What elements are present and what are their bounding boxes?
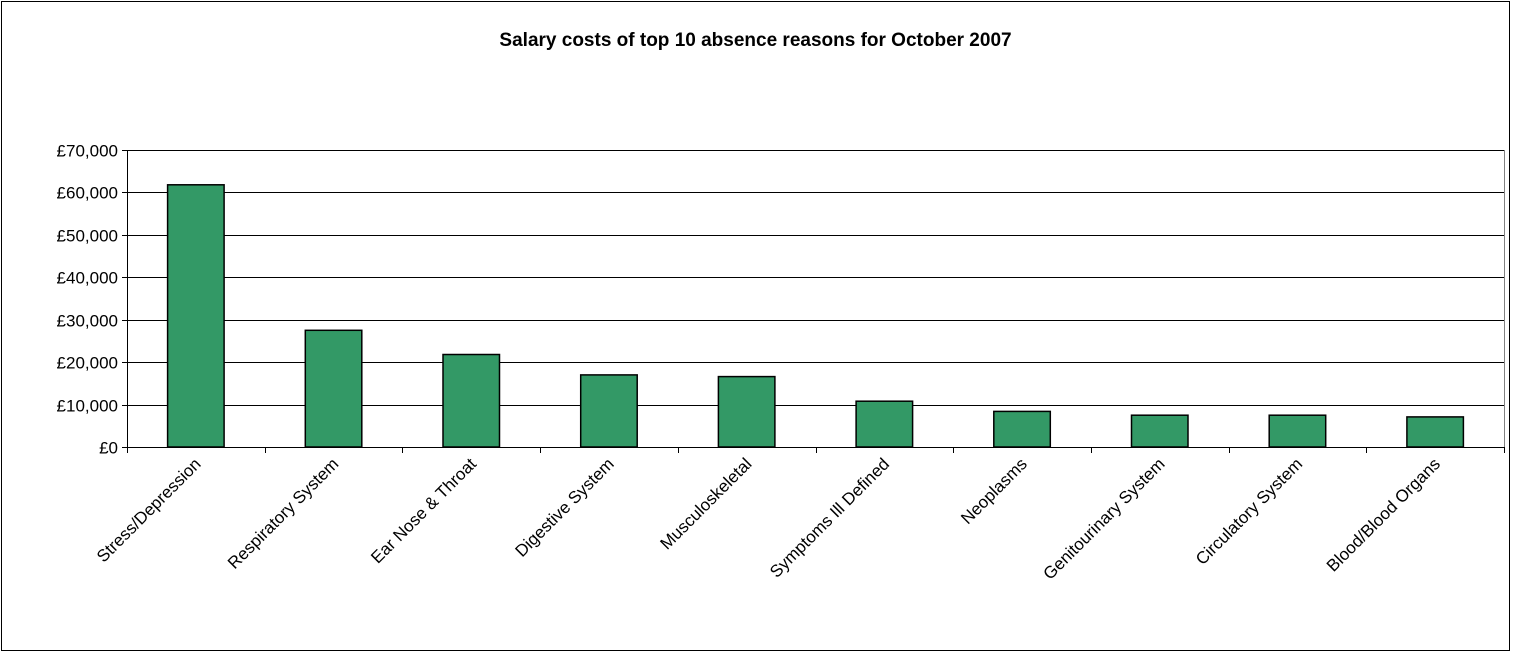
bars [166,184,1465,448]
x-tick-label: Blood/Blood Organs [1323,454,1444,575]
bar [1268,414,1327,448]
x-tick-label: Digestive System [511,454,617,560]
bar [993,410,1052,448]
x-tick-label: Ear Nose & Throat [367,454,480,567]
bar [717,375,776,448]
x-tick-label: Stress/Depression [93,454,205,566]
x-tick-label: Respiratory System [224,454,342,572]
y-tick-label: £20,000 [57,354,118,373]
x-tick-label: Musculoskeletal [657,454,756,553]
x-tick-label: Symptoms Ill Defined [766,454,893,581]
axes [122,150,1505,453]
x-tick-label: Circulatory System [1192,454,1306,568]
bar [304,329,363,448]
bar [442,353,501,448]
y-tick-label: £30,000 [57,312,118,331]
x-tick-label: Neoplasms [957,454,1031,528]
y-tick-label: £0 [99,439,118,458]
y-tick-label: £40,000 [57,269,118,288]
bar [579,374,638,448]
x-tick-label: Genitourinary System [1040,454,1169,583]
bar [166,184,225,448]
y-tick-label: £60,000 [57,184,118,203]
chart-title: Salary costs of top 10 absence reasons f… [499,30,1012,51]
bar [1130,414,1189,448]
y-tick-label: £50,000 [57,227,118,246]
y-tick-label: £70,000 [57,142,118,161]
bar [855,400,914,448]
bar [1406,416,1465,448]
y-tick-label: £10,000 [57,397,118,416]
